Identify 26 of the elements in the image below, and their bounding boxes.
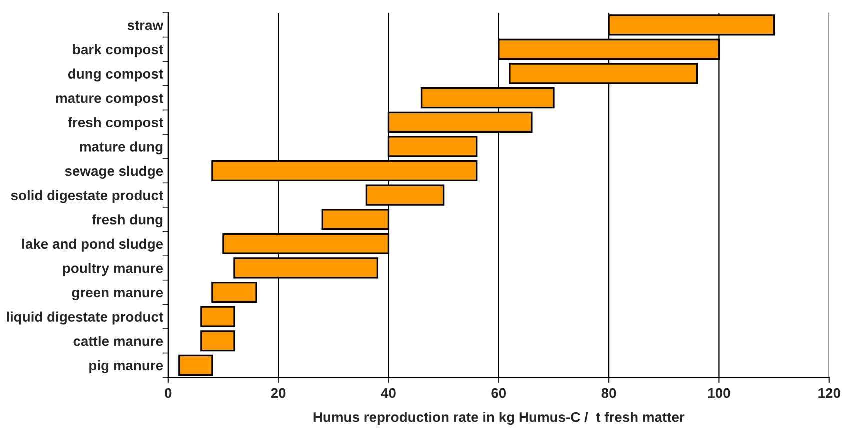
y-tick-label: mature compost: [56, 94, 164, 106]
x-tick-label: 40: [381, 388, 396, 398]
x-axis-title: Humus reproduction rate in kg Humus-C / t fresh matter: [314, 412, 685, 426]
y-tick-label: liquid digestate product: [7, 312, 164, 325]
y-tick-label: mature dung: [80, 142, 163, 155]
y-tick-label: pig manure: [90, 360, 164, 374]
y-tick-label: poultry manure: [63, 263, 164, 276]
y-tick-label: sewage sludge: [65, 166, 164, 179]
y-tick-label: fresh dung: [92, 214, 163, 228]
y-tick-label: lake and pond sludge: [22, 238, 164, 252]
bar: [212, 282, 258, 304]
y-tick-label: fresh compost: [68, 117, 164, 130]
y-tick-label: solid digestate product: [11, 190, 164, 204]
x-tick-label: 100: [708, 388, 730, 398]
x-tick-label: 120: [818, 388, 840, 398]
x-tick-label: 20: [271, 388, 286, 398]
x-tick-label: 80: [602, 388, 616, 398]
y-tick-label: straw: [128, 21, 164, 30]
bar: [200, 306, 236, 328]
y-tick-label: green manure: [72, 290, 164, 300]
y-tick-label: dung compost: [68, 68, 164, 82]
bar: [200, 330, 236, 352]
y-tick-label: bark compost: [73, 44, 164, 58]
x-tick-label: 60: [492, 388, 506, 398]
x-tick-label: 0: [165, 388, 172, 398]
y-tick-label: cattle manure: [74, 336, 164, 346]
